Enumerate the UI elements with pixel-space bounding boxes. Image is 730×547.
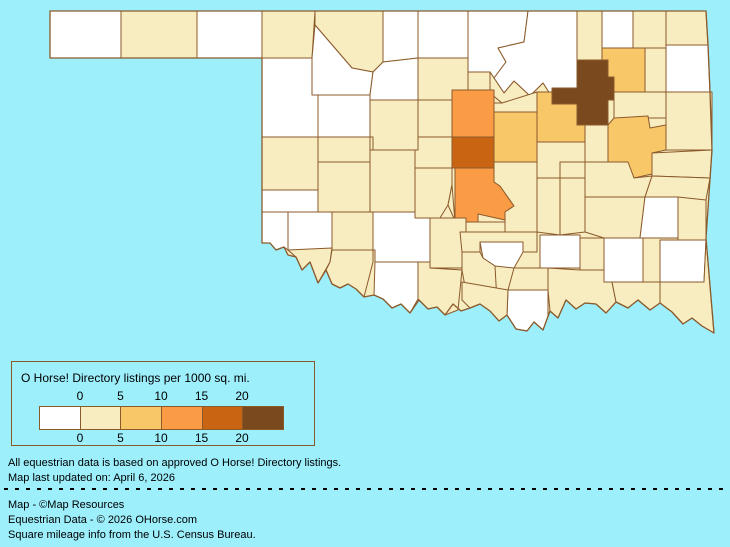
legend-tick-bottom-15: 15: [194, 431, 209, 445]
footer-credit-equestrian-data: Equestrian Data - © 2026 OHorse.com: [8, 514, 198, 526]
county-coal[interactable]: [579, 237, 605, 271]
county-dewey[interactable]: [317, 94, 371, 138]
county-seminole[interactable]: [536, 177, 561, 236]
county-mayes[interactable]: [644, 47, 667, 93]
legend-color-cell-5: [243, 407, 284, 429]
county-hughes[interactable]: [559, 177, 586, 236]
county-atoka[interactable]: [603, 237, 644, 283]
county-delaware[interactable]: [665, 44, 711, 93]
county-cherokee[interactable]: [665, 91, 713, 151]
legend-tick-top-0: 0: [76, 389, 84, 403]
legend-title: O Horse! Directory listings per 1000 sq.…: [21, 371, 250, 385]
county-harmon[interactable]: [261, 211, 289, 251]
legend-color-cell-0: [40, 407, 81, 429]
county-lincoln[interactable]: [493, 111, 538, 163]
legend-color-cell-4: [202, 407, 244, 429]
county-alfalfa[interactable]: [382, 10, 419, 63]
legend-tick-bottom-10: 10: [154, 431, 168, 445]
legend-color-bar: [39, 406, 284, 430]
county-tillman[interactable]: [325, 249, 374, 298]
county-pittsburg[interactable]: [584, 196, 646, 239]
county-jefferson[interactable]: [417, 261, 463, 316]
county-blaine[interactable]: [369, 99, 419, 151]
county-wagoner[interactable]: [613, 91, 667, 119]
legend-tick-bottom-0: 0: [76, 431, 84, 445]
legend-tick-bottom-20: 20: [235, 431, 249, 445]
county-grant[interactable]: [417, 10, 469, 59]
county-cimarron[interactable]: [49, 10, 122, 59]
legend-ticks-bottom: 0 5 10 15 20: [12, 431, 314, 445]
county-kingfisher[interactable]: [417, 99, 453, 138]
county-washita[interactable]: [317, 161, 371, 213]
county-pontotoc[interactable]: [539, 234, 581, 269]
legend-tick-top-10: 10: [154, 389, 168, 403]
county-ellis[interactable]: [261, 57, 319, 138]
county-leflore[interactable]: [677, 196, 707, 241]
legend-color-cell-2: [121, 407, 163, 429]
county-roger-mills[interactable]: [261, 136, 319, 191]
legend-tick-top-5: 5: [117, 389, 124, 403]
county-comanche[interactable]: [372, 211, 431, 263]
legend-tick-top-15: 15: [194, 389, 209, 403]
county-canadian[interactable]: [414, 136, 453, 169]
county-beckham[interactable]: [261, 189, 319, 213]
county-oklahoma[interactable]: [451, 136, 495, 169]
county-haskell[interactable]: [644, 175, 711, 201]
county-harper[interactable]: [261, 10, 316, 59]
footer-credit-square-mileage: Square mileage info from the U.S. Census…: [8, 529, 256, 541]
dashed-divider: [4, 488, 726, 490]
county-nowata[interactable]: [601, 10, 634, 49]
county-caddo[interactable]: [369, 149, 419, 213]
footer-note-last-updated: Map last updated on: April 6, 2026: [8, 472, 175, 484]
county-cotton[interactable]: [373, 261, 419, 314]
county-washington[interactable]: [576, 10, 603, 61]
county-texas[interactable]: [120, 10, 198, 59]
county-craig[interactable]: [632, 10, 667, 49]
county-pushmataha[interactable]: [659, 239, 707, 283]
legend-tick-top-20: 20: [235, 389, 249, 403]
legend-ticks-top: 0 5 10 15 20: [12, 389, 314, 403]
legend-tick-bottom-5: 5: [117, 431, 124, 445]
county-kiowa[interactable]: [331, 211, 374, 251]
county-sequoyah[interactable]: [651, 149, 713, 179]
county-okmulgee[interactable]: [584, 124, 609, 163]
state-outline: [49, 10, 715, 334]
legend-color-cell-3: [162, 407, 203, 429]
county-johnston[interactable]: [507, 267, 549, 291]
oklahoma-map-svg: [49, 10, 715, 334]
county-logan[interactable]: [451, 89, 495, 138]
legend-box: O Horse! Directory listings per 1000 sq.…: [11, 361, 315, 446]
county-jackson[interactable]: [287, 247, 333, 284]
footer-note-data-source: All equestrian data is based on approved…: [8, 457, 342, 469]
county-custer[interactable]: [317, 136, 371, 163]
county-ottawa[interactable]: [665, 10, 709, 46]
oklahoma-choropleth-map: [49, 10, 715, 334]
county-beaver[interactable]: [196, 10, 263, 59]
legend-color-cell-1: [80, 407, 122, 429]
footer-credit-map: Map - ©Map Resources: [8, 499, 125, 511]
